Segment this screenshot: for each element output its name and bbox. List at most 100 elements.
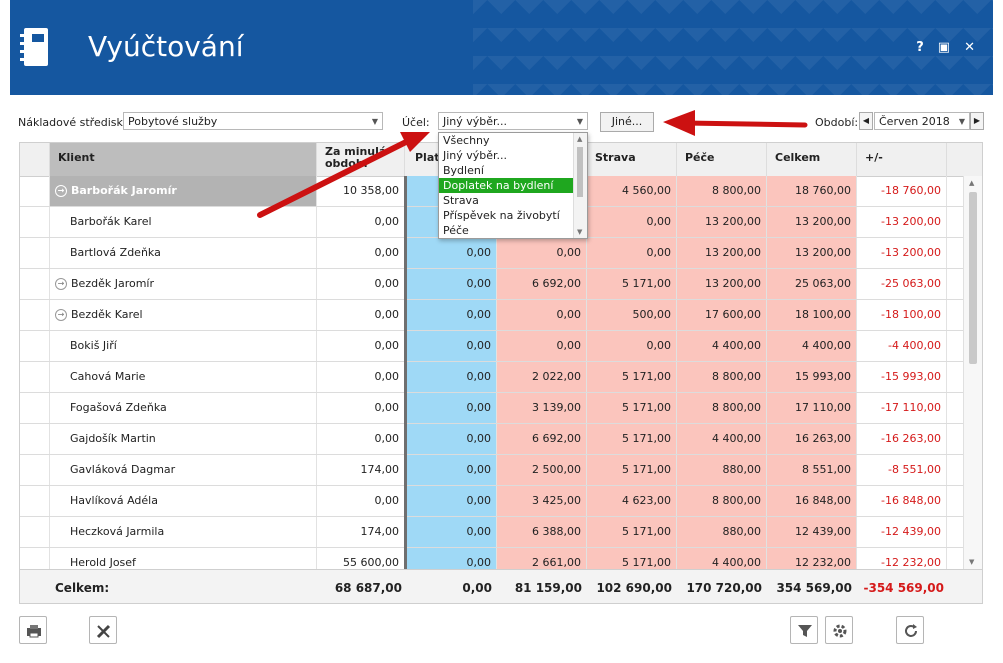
client-name-cell[interactable]: Havlíková Adéla: [50, 486, 317, 516]
cell-prev: 0,00: [317, 207, 405, 237]
cell-diff: -13 200,00: [857, 238, 947, 268]
filter-button[interactable]: [790, 616, 818, 644]
dropdown-option[interactable]: Všechny: [443, 134, 490, 147]
client-name-cell[interactable]: Barbořák Karel: [50, 207, 317, 237]
dropdown-option[interactable]: Příspěvek na živobytí: [443, 209, 560, 222]
client-name-cell[interactable]: → Bezděk Karel: [50, 300, 317, 330]
dropdown-scrollbar[interactable]: ▲ ▼: [573, 133, 587, 238]
header-pece[interactable]: Péče: [677, 143, 767, 176]
scroll-up-icon[interactable]: ▲: [577, 135, 583, 143]
totals-row: Celkem: 68 687,00 0,00 81 159,00 102 690…: [20, 569, 982, 603]
client-name-cell[interactable]: Bokiš Jiří: [50, 331, 317, 361]
cost-center-select[interactable]: Pobytové služby ▼: [123, 112, 383, 130]
client-name-cell[interactable]: Gavláková Dagmar: [50, 455, 317, 485]
cell-pece: 8 800,00: [677, 393, 767, 423]
dropdown-option[interactable]: Bydlení: [443, 164, 484, 177]
scrollbar-thumb[interactable]: [969, 192, 977, 364]
cell-prev: 0,00: [317, 269, 405, 299]
settings-button[interactable]: [825, 616, 853, 644]
cell-diff: -18 760,00: [857, 176, 947, 206]
row-indicator[interactable]: [20, 393, 50, 423]
dropdown-option[interactable]: Jiný výběr...: [443, 149, 508, 162]
totals-pece: 170 720,00: [686, 581, 762, 595]
print-icon: [27, 625, 41, 638]
table-row[interactable]: Gavláková Dagmar 174,00 0,00 2 500,00 5 171,…: [20, 455, 966, 486]
row-indicator[interactable]: [20, 331, 50, 361]
client-name-cell[interactable]: Gajdošík Martin: [50, 424, 317, 454]
row-indicator[interactable]: [20, 455, 50, 485]
row-indicator[interactable]: [20, 424, 50, 454]
table-row[interactable]: Gajdošík Martin 0,00 0,00 6 692,00 5 171,00 4…: [20, 424, 966, 455]
table-row[interactable]: Fogašová Zdeňka 0,00 0,00 3 139,00 5 171,00 8…: [20, 393, 966, 424]
expand-arrow-icon[interactable]: →: [55, 309, 67, 321]
table-row[interactable]: → Bezděk Jaromír 0,00 0,00 6 692,00 5 171,00 1…: [20, 269, 966, 300]
header-diff[interactable]: +/-: [857, 143, 947, 176]
tools-button[interactable]: [89, 616, 117, 644]
other-button[interactable]: Jiné...: [600, 112, 654, 132]
refresh-button[interactable]: [896, 616, 924, 644]
row-indicator[interactable]: [20, 517, 50, 547]
table-row[interactable]: Cahová Marie 0,00 0,00 2 022,00 5 171,00 8 80…: [20, 362, 966, 393]
cell-diff: -8 551,00: [857, 455, 947, 485]
row-indicator[interactable]: [20, 238, 50, 268]
cell-pece: 17 600,00: [677, 300, 767, 330]
client-name-cell[interactable]: → Bezděk Jaromír: [50, 269, 317, 299]
row-indicator[interactable]: [20, 269, 50, 299]
table-row[interactable]: Herold Josef 55 600,00 0,00 2 661,00 5 171,0…: [20, 548, 966, 569]
scroll-up-icon[interactable]: ▲: [969, 179, 975, 187]
client-name-cell[interactable]: Herold Josef: [50, 548, 317, 569]
cell-pece: 880,00: [677, 455, 767, 485]
cell-plat: 0,00: [407, 300, 497, 330]
scroll-down-icon[interactable]: ▼: [577, 228, 583, 236]
row-indicator[interactable]: [20, 362, 50, 392]
header-strava[interactable]: Strava: [587, 143, 677, 176]
purpose-select[interactable]: Jiný výběr... ▼: [438, 112, 588, 130]
cell-diff: -25 063,00: [857, 269, 947, 299]
table-row[interactable]: Bokiš Jiří 0,00 0,00 0,00 0,00 4 400,00 4 400,…: [20, 331, 966, 362]
period-prev-button[interactable]: ◀: [859, 112, 873, 130]
cell-plat: 0,00: [407, 424, 497, 454]
cell-pece: 8 800,00: [677, 486, 767, 516]
client-name-cell[interactable]: → Barbořák Jaromír: [50, 176, 317, 206]
purpose-dropdown-list[interactable]: ▲ ▼ Všechny Jiný výběr... Bydlení Doplatek …: [438, 132, 588, 239]
vertical-scrollbar[interactable]: ▲ ▼: [963, 176, 982, 569]
cell-pece: 13 200,00: [677, 269, 767, 299]
row-indicator[interactable]: [20, 176, 50, 206]
cell-strava: 0,00: [587, 238, 677, 268]
header-celkem[interactable]: Celkem: [767, 143, 857, 176]
header-prev[interactable]: Za minulá období: [317, 143, 405, 176]
dropdown-option[interactable]: Péče: [443, 224, 469, 237]
maximize-button[interactable]: ▣: [937, 40, 951, 55]
row-indicator[interactable]: [20, 207, 50, 237]
client-name-cell[interactable]: Bartlová Zdeňka: [50, 238, 317, 268]
dropdown-scroll-thumb[interactable]: [577, 147, 583, 197]
expand-arrow-icon[interactable]: →: [55, 185, 67, 197]
cell-diff: -12 439,00: [857, 517, 947, 547]
header-client[interactable]: Klient: [50, 143, 317, 176]
chevron-down-icon: ▼: [371, 117, 378, 126]
print-button[interactable]: [19, 616, 47, 644]
table-row[interactable]: Heczková Jarmila 174,00 0,00 6 388,00 5 171,…: [20, 517, 966, 548]
client-name-cell[interactable]: Fogašová Zdeňka: [50, 393, 317, 423]
column-splitter[interactable]: [404, 176, 407, 569]
row-indicator[interactable]: [20, 548, 50, 569]
client-name-cell[interactable]: Heczková Jarmila: [50, 517, 317, 547]
row-indicator[interactable]: [20, 486, 50, 516]
cell-pece: 4 400,00: [677, 331, 767, 361]
dropdown-option[interactable]: Doplatek na bydlení: [439, 178, 575, 193]
period-select[interactable]: Červen 2018 ▼: [874, 112, 970, 130]
table-row[interactable]: → Bezděk Karel 0,00 0,00 0,00 500,00 17 600,00…: [20, 300, 966, 331]
dropdown-option[interactable]: Strava: [443, 194, 479, 207]
cell-celkem: 13 200,00: [767, 207, 857, 237]
help-button[interactable]: ?: [916, 40, 924, 55]
table-row[interactable]: Bartlová Zdeňka 0,00 0,00 0,00 0,00 13 200,00…: [20, 238, 966, 269]
expand-arrow-icon[interactable]: →: [55, 278, 67, 290]
totals-label: Celkem:: [55, 581, 110, 595]
period-next-button[interactable]: ▶: [970, 112, 984, 130]
close-button[interactable]: ✕: [964, 40, 975, 55]
header-indicator: [20, 143, 50, 176]
client-name-cell[interactable]: Cahová Marie: [50, 362, 317, 392]
table-row[interactable]: Havlíková Adéla 0,00 0,00 3 425,00 4 623,00 8…: [20, 486, 966, 517]
scroll-down-icon[interactable]: ▼: [969, 558, 975, 566]
row-indicator[interactable]: [20, 300, 50, 330]
